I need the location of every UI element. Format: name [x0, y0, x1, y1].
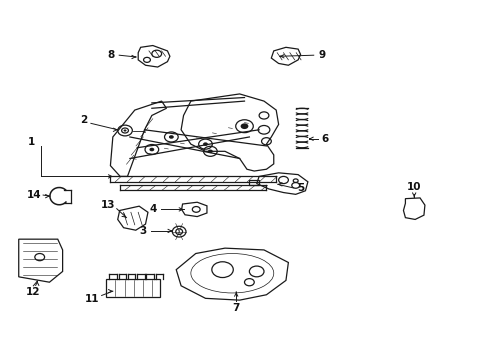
Text: 1: 1: [28, 138, 36, 147]
Text: 4: 4: [149, 204, 156, 215]
Text: 7: 7: [232, 303, 240, 313]
Text: 8: 8: [107, 50, 115, 60]
Text: 10: 10: [406, 182, 421, 192]
Text: 5: 5: [297, 183, 304, 193]
Text: 14: 14: [27, 190, 41, 200]
Circle shape: [168, 135, 173, 139]
Text: 6: 6: [321, 134, 328, 144]
Text: 11: 11: [84, 294, 99, 304]
Text: 3: 3: [139, 226, 146, 236]
Circle shape: [207, 149, 212, 153]
Circle shape: [203, 142, 207, 146]
Text: 12: 12: [26, 287, 41, 297]
Circle shape: [149, 148, 154, 151]
Ellipse shape: [123, 130, 126, 132]
Circle shape: [240, 123, 248, 129]
Text: 9: 9: [318, 50, 325, 60]
Text: 2: 2: [80, 116, 87, 126]
Text: 13: 13: [101, 200, 115, 210]
